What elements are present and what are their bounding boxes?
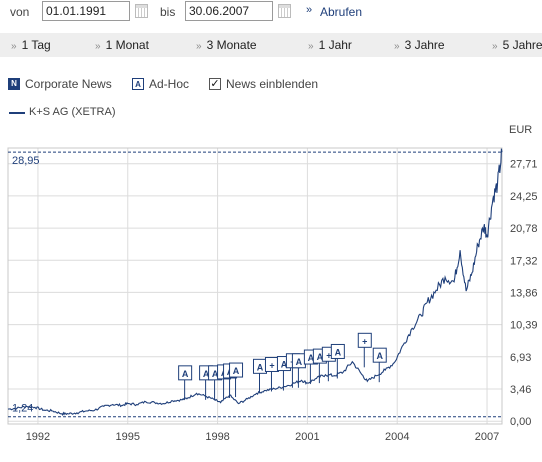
to-date-input[interactable] bbox=[185, 1, 273, 21]
svg-text:+: + bbox=[269, 360, 274, 370]
period-5-years[interactable]: » 5 Jahre bbox=[492, 38, 542, 52]
svg-text:+: + bbox=[362, 336, 367, 346]
period-3-years[interactable]: » 3 Jahre bbox=[394, 38, 445, 52]
ad-hoc-marker[interactable]: A bbox=[291, 353, 306, 388]
svg-text:A: A bbox=[182, 369, 189, 379]
ad-hoc-label: Ad-Hoc bbox=[149, 77, 190, 91]
ad-hoc-marker[interactable]: A bbox=[330, 343, 345, 379]
y-unit-label: EUR bbox=[509, 124, 532, 136]
svg-text:A: A bbox=[257, 362, 264, 372]
submit-link[interactable]: Abrufen bbox=[320, 5, 363, 19]
svg-text:A: A bbox=[296, 357, 303, 367]
series-legend-label: K+S AG (XETRA) bbox=[29, 106, 116, 118]
y-tick-label: 27,71 bbox=[510, 159, 538, 171]
chevron-right-icon: » bbox=[95, 41, 100, 52]
chevron-right-icon: » bbox=[196, 41, 201, 52]
svg-text:A: A bbox=[335, 347, 342, 357]
svg-text:+: + bbox=[326, 350, 331, 360]
x-tick-label: 2001 bbox=[295, 431, 319, 443]
y-tick-label: 17,32 bbox=[510, 255, 538, 267]
y-tick-label: 20,78 bbox=[510, 223, 538, 235]
news-marker[interactable]: + bbox=[357, 332, 372, 368]
svg-text:A: A bbox=[212, 369, 219, 379]
from-label: von bbox=[10, 5, 30, 19]
chevron-right-icon: » bbox=[308, 41, 313, 52]
ad-hoc-marker[interactable]: A bbox=[372, 347, 387, 383]
y-tick-label: 6,93 bbox=[510, 352, 531, 364]
submit-chevron-icon: » bbox=[306, 4, 313, 16]
svg-text:A: A bbox=[233, 366, 240, 376]
chevron-right-icon: » bbox=[11, 41, 16, 52]
price-series-line bbox=[7, 148, 503, 416]
corporate-news-label: Corporate News bbox=[25, 77, 112, 91]
y-tick-label: 3,46 bbox=[510, 384, 531, 396]
period-1-month[interactable]: » 1 Monat bbox=[95, 38, 149, 52]
y-tick-label: 13,86 bbox=[510, 287, 538, 299]
ad-hoc-marker[interactable]: A bbox=[178, 365, 193, 400]
plot-frame bbox=[7, 147, 503, 425]
period-1-year[interactable]: » 1 Jahr bbox=[308, 38, 352, 52]
svg-text:A: A bbox=[203, 369, 210, 379]
x-tick-label: 1992 bbox=[26, 431, 50, 443]
ad-hoc-marker[interactable]: A bbox=[252, 358, 267, 394]
x-tick-label: 2007 bbox=[475, 431, 499, 443]
show-news-label: News einblenden bbox=[226, 77, 319, 91]
chart-grid bbox=[8, 148, 502, 424]
ad-hoc-icon: A bbox=[132, 78, 144, 90]
svg-text:A: A bbox=[376, 351, 383, 361]
ad-hoc-marker[interactable]: A bbox=[229, 362, 244, 398]
corporate-news-icon: N bbox=[8, 78, 20, 90]
chevron-right-icon: » bbox=[394, 41, 399, 52]
y-tick-label: 10,39 bbox=[510, 320, 538, 332]
svg-text:A: A bbox=[281, 360, 288, 370]
from-calendar-icon[interactable] bbox=[135, 4, 148, 18]
to-label: bis bbox=[160, 5, 176, 19]
period-1-day[interactable]: » 1 Tag bbox=[11, 38, 51, 52]
to-calendar-icon[interactable] bbox=[278, 4, 291, 18]
from-date-input[interactable] bbox=[42, 1, 130, 21]
x-tick-label: 2004 bbox=[385, 431, 409, 443]
show-news-checkbox[interactable]: ✓ bbox=[209, 78, 221, 90]
y-tick-label: 0,00 bbox=[510, 416, 531, 428]
x-tick-label: 1995 bbox=[116, 431, 140, 443]
svg-text:A: A bbox=[308, 353, 315, 363]
period-bar: » 1 Tag » 1 Monat » 3 Monate » 1 Jahr » 3 Jah… bbox=[0, 33, 542, 57]
min-value-label: 1,24 bbox=[12, 403, 33, 415]
x-tick-label: 1998 bbox=[205, 431, 229, 443]
y-tick-label: 24,25 bbox=[510, 191, 538, 203]
max-value-label: 28,95 bbox=[12, 155, 40, 167]
series-legend-line bbox=[9, 112, 25, 114]
news-marker[interactable]: + bbox=[264, 356, 279, 392]
period-3-months[interactable]: » 3 Monate bbox=[196, 38, 257, 52]
chevron-right-icon: » bbox=[492, 41, 497, 52]
svg-text:A: A bbox=[317, 352, 324, 362]
